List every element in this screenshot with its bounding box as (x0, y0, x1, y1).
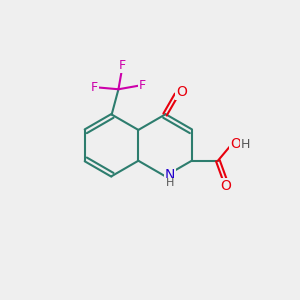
Text: N: N (164, 168, 175, 182)
Text: F: F (91, 81, 98, 94)
Text: H: H (166, 178, 174, 188)
Text: O: O (230, 137, 241, 151)
Text: F: F (139, 79, 145, 92)
Text: F: F (118, 59, 125, 72)
Text: O: O (220, 178, 231, 193)
Text: H: H (241, 138, 250, 151)
Text: O: O (176, 85, 187, 99)
